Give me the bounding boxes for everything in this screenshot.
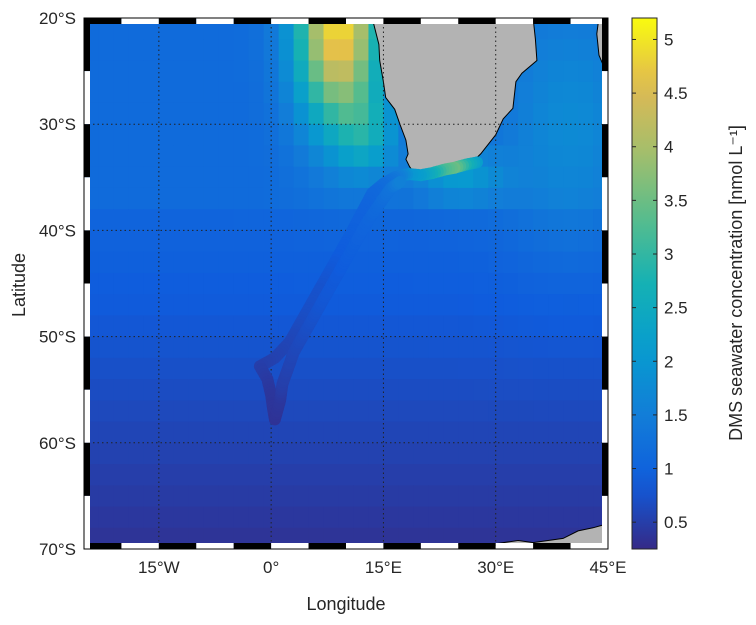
colorbar-tick-label: 4 [664, 138, 673, 157]
frame-segment [495, 18, 534, 24]
frame-segment [158, 18, 197, 24]
frame-segment [308, 543, 346, 549]
frame-segment [233, 18, 272, 24]
y-tick-label: 40°S [39, 221, 76, 240]
frame-segment [84, 18, 90, 72]
colorbar-tick-label: 1 [664, 460, 673, 479]
frame-segment [84, 18, 122, 24]
frame-segment [602, 124, 608, 178]
x-tick-label: 15°W [138, 558, 180, 577]
y-tick-label: 20°S [39, 9, 76, 28]
frame-segment [602, 389, 608, 443]
colorbar-gradient [631, 17, 658, 550]
colorbar [631, 17, 658, 550]
frame-segment [383, 18, 421, 24]
frame-segment [271, 18, 309, 24]
colorbar-tick-label: 4.5 [664, 84, 688, 103]
frame-segment [84, 543, 122, 549]
frame-segment [271, 543, 309, 549]
frame-segment [196, 543, 234, 549]
frame-segment [602, 336, 608, 390]
colorbar-tick-label: 3.5 [664, 191, 688, 210]
y-tick-label: 30°S [39, 115, 76, 134]
graticule-grid [84, 18, 608, 549]
cruise-track [253, 156, 483, 426]
y-tick-label: 70°S [39, 540, 76, 559]
frame-segment [570, 18, 608, 24]
frame-segment [84, 177, 90, 231]
frame-segment [158, 543, 197, 549]
frame-segment [84, 495, 90, 549]
frame-segment [84, 389, 90, 443]
frame-segment [196, 18, 234, 24]
frame-segment [533, 18, 571, 24]
frame-segment [602, 230, 608, 284]
colorbar-tick-label: 2.5 [664, 299, 688, 318]
frame-segment [308, 18, 346, 24]
frame-segment [602, 71, 608, 125]
frame-segment [121, 18, 159, 24]
frame-segment [84, 230, 90, 284]
frame-segment [602, 18, 608, 72]
colorbar-tick-label: 0.5 [664, 513, 688, 532]
x-tick-label: 45°E [589, 558, 626, 577]
frame-segment [458, 18, 496, 24]
colorbar-tick-labels: 0.5 1 1.5 2 2.5 3 3.5 4 4.5 5 [632, 30, 688, 532]
frame-segment [533, 543, 571, 549]
frame-segment [602, 283, 608, 337]
frame-segment [84, 71, 90, 125]
frame-segment [233, 543, 272, 549]
frame-outline [83, 17, 609, 550]
x-tick-labels: 15°W 0° 15°E 30°E 45°E [138, 558, 627, 577]
x-tick-label: 0° [263, 558, 279, 577]
frame-segment [602, 495, 608, 549]
frame-segment [84, 283, 90, 337]
colorbar-tick-label: 3 [664, 245, 673, 264]
frame-segment [602, 442, 608, 496]
frame-segment [84, 336, 90, 390]
y-tick-label: 50°S [39, 328, 76, 347]
frame-segment [570, 543, 608, 549]
y-tick-label: 60°S [39, 434, 76, 453]
x-tick-label: 30°E [477, 558, 514, 577]
x-axis-title: Longitude [306, 594, 385, 614]
frame-segment [602, 177, 608, 231]
x-tick-label: 15°E [365, 558, 402, 577]
frame-segment [346, 18, 384, 24]
colorbar-title: DMS seawater concentration [nmol L⁻¹] [726, 125, 746, 441]
track-sample-point [393, 176, 406, 188]
colorbar-tick-label: 1.5 [664, 406, 688, 425]
frame-segment [84, 124, 90, 178]
frame-segment [84, 442, 90, 496]
y-tick-labels: 20°S 30°S 40°S 50°S 60°S 70°S [39, 9, 76, 559]
frame-segment [495, 543, 534, 549]
frame-segment [458, 543, 496, 549]
y-axis-title: Latitude [9, 253, 29, 317]
frame-segment [121, 543, 159, 549]
frame-segment [346, 543, 384, 549]
frame-segment [420, 18, 459, 24]
dms-climatology-field [84, 18, 608, 549]
frame-segment [383, 543, 421, 549]
frame-segment [420, 543, 459, 549]
colorbar-tick-label: 5 [664, 30, 673, 49]
map-frame [83, 17, 609, 550]
colorbar-tick-label: 2 [664, 352, 673, 371]
